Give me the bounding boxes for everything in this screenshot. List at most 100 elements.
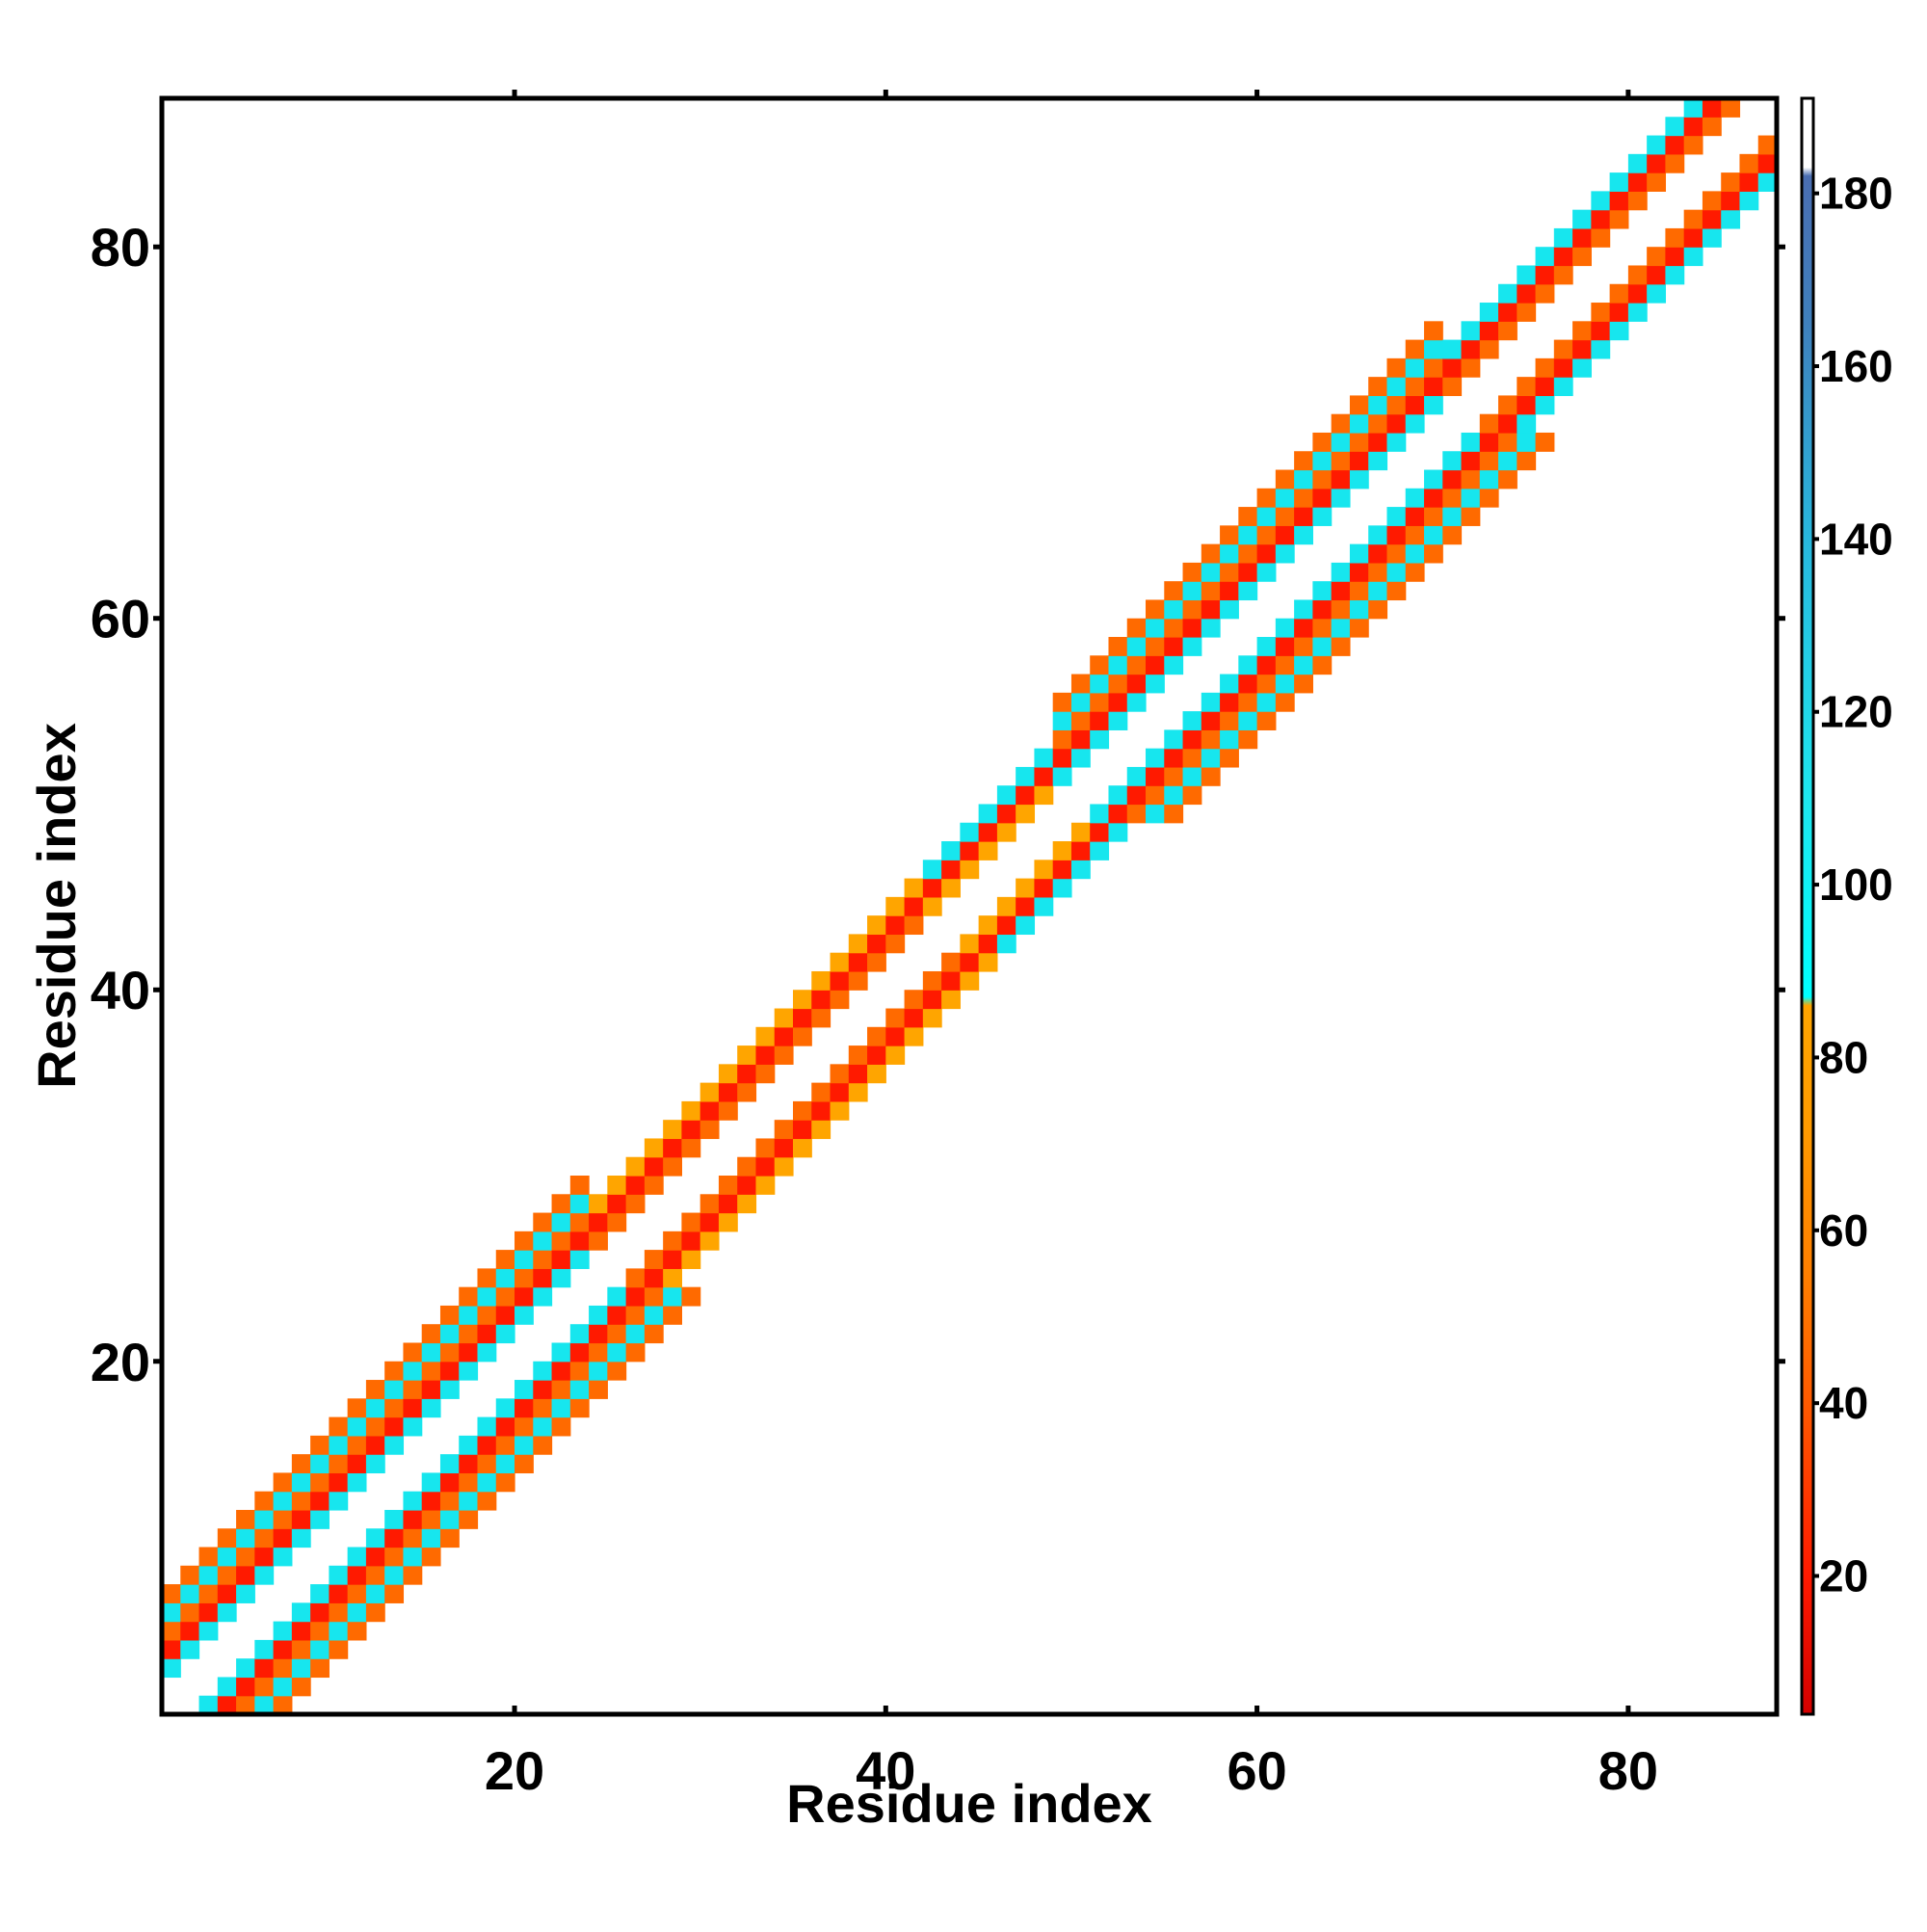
heatmap-cell — [607, 1305, 627, 1325]
heatmap-cell — [403, 1528, 423, 1548]
heatmap-cell — [1126, 692, 1147, 712]
heatmap-cell — [1294, 469, 1313, 490]
heatmap-cell — [1683, 247, 1703, 267]
heatmap-cell — [439, 1509, 460, 1529]
heatmap-cell — [1201, 748, 1221, 768]
y-tick-label: 40 — [91, 960, 150, 1020]
heatmap-cell — [533, 1380, 553, 1399]
heatmap-cell — [569, 1231, 590, 1251]
heatmap-cell — [1052, 692, 1072, 712]
heatmap-cell — [681, 1231, 701, 1251]
heatmap-cell — [848, 970, 868, 991]
heatmap-cell — [1535, 432, 1555, 452]
heatmap-cell — [533, 1286, 553, 1307]
heatmap-cell — [477, 1491, 497, 1511]
heatmap-cell — [403, 1509, 423, 1529]
heatmap-cell — [792, 1120, 812, 1140]
heatmap-cell — [996, 785, 1016, 806]
heatmap-cell — [1275, 525, 1295, 545]
heatmap-cell — [1275, 488, 1295, 508]
heatmap-cell — [1182, 599, 1202, 620]
heatmap-cell — [495, 1286, 515, 1307]
heatmap-cell — [254, 1565, 275, 1585]
heatmap-cell — [1238, 581, 1258, 601]
heatmap-cell — [198, 1565, 219, 1585]
heatmap-cell — [1201, 618, 1221, 638]
heatmap-cell — [589, 1231, 608, 1251]
heatmap-cell — [792, 1138, 812, 1158]
heatmap-cell — [904, 1026, 924, 1046]
heatmap-cell — [755, 1045, 776, 1065]
heatmap-cell — [922, 970, 942, 991]
heatmap-cell — [941, 952, 961, 972]
heatmap-cell — [1461, 469, 1481, 490]
heatmap-cell — [737, 1082, 757, 1102]
heatmap-cell — [459, 1361, 479, 1381]
heatmap-cell — [569, 1176, 590, 1195]
heatmap-cell — [1220, 543, 1239, 564]
heatmap-cell — [1090, 655, 1110, 675]
heatmap-cell — [885, 934, 906, 954]
heatmap-cell — [329, 1454, 349, 1474]
heatmap-cell — [310, 1602, 330, 1623]
heatmap-cell — [1368, 432, 1388, 452]
heatmap-cell — [217, 1695, 237, 1715]
heatmap-cell — [254, 1695, 275, 1715]
heatmap-cell — [1182, 618, 1202, 638]
heatmap-cell — [1405, 395, 1425, 415]
heatmap-cell — [329, 1621, 349, 1641]
heatmap-cell — [1294, 637, 1313, 656]
heatmap-cell — [755, 1064, 776, 1084]
heatmap-cell — [384, 1435, 405, 1455]
heatmap-cell — [1498, 303, 1518, 322]
heatmap-cell — [848, 1045, 868, 1065]
heatmap-cell — [1182, 766, 1202, 786]
heatmap-cell — [1702, 191, 1722, 211]
heatmap-cell — [439, 1491, 460, 1511]
heatmap-cell — [1572, 321, 1592, 341]
heatmap-cell — [1238, 711, 1258, 730]
heatmap-cell — [551, 1268, 571, 1288]
heatmap-cell — [403, 1342, 423, 1363]
heatmap-cell — [737, 1156, 757, 1177]
heatmap-cell — [384, 1398, 405, 1418]
heatmap-cell — [273, 1509, 293, 1529]
heatmap-cell — [273, 1528, 293, 1548]
x-tick-label: 40 — [856, 1740, 915, 1801]
heatmap-cell — [1331, 637, 1351, 656]
heatmap-cell — [1479, 488, 1499, 508]
heatmap-cell — [922, 1008, 942, 1028]
heatmap-cell — [403, 1491, 423, 1511]
heatmap-cell — [718, 1194, 738, 1214]
heatmap-cell — [1423, 469, 1443, 490]
heatmap-cell — [867, 1045, 886, 1065]
heatmap-cell — [569, 1380, 590, 1399]
heatmap-cell — [1386, 432, 1407, 452]
heatmap-cell — [1294, 618, 1313, 638]
heatmap-cell — [960, 841, 980, 860]
heatmap-cell — [459, 1286, 479, 1307]
heatmap-cell — [1647, 247, 1667, 267]
heatmap-cell — [236, 1695, 255, 1715]
heatmap-cell — [347, 1621, 367, 1641]
heatmap-cell — [644, 1305, 664, 1325]
heatmap-cell — [1164, 599, 1184, 620]
heatmap-cell — [1182, 729, 1202, 750]
heatmap-cell — [198, 1621, 219, 1641]
heatmap-cell — [291, 1472, 311, 1493]
heatmap-cell — [1405, 339, 1425, 359]
heatmap-cell — [162, 1639, 181, 1659]
heatmap-cell — [1275, 469, 1295, 490]
heatmap-cell — [1683, 135, 1703, 155]
heatmap-cell — [1146, 655, 1165, 675]
heatmap-cell — [1647, 135, 1667, 155]
heatmap-cell — [589, 1324, 608, 1344]
heatmap-cell — [421, 1509, 441, 1529]
heatmap-cell — [1146, 618, 1165, 638]
heatmap-cell — [1349, 413, 1369, 434]
heatmap-cell — [273, 1491, 293, 1511]
heatmap-cell — [1721, 172, 1741, 192]
heatmap-cell — [644, 1156, 664, 1177]
heatmap-cell — [1386, 357, 1407, 378]
heatmap-cell — [495, 1324, 515, 1344]
